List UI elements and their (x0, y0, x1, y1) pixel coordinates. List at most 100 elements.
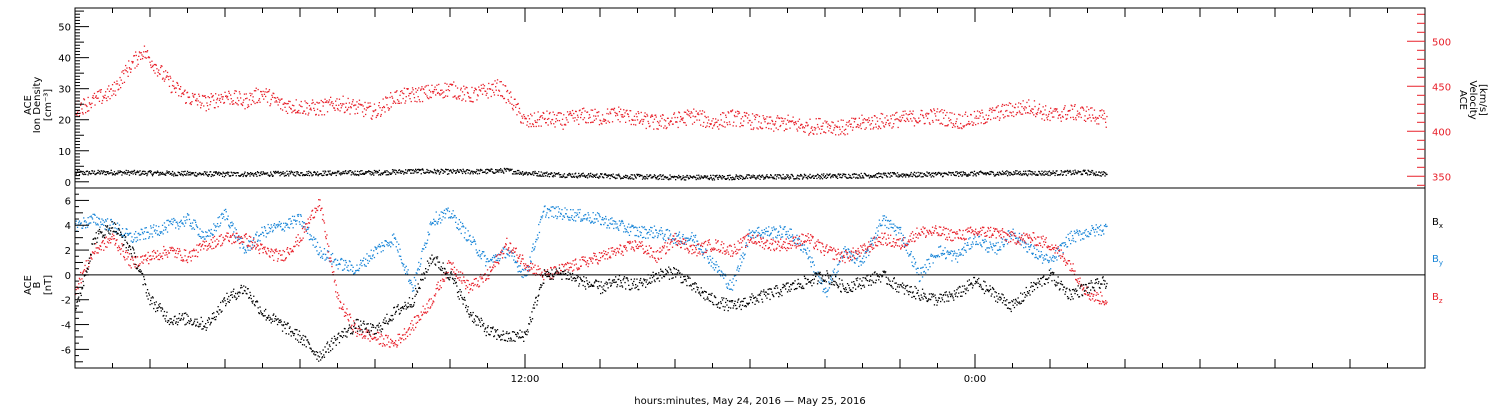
by-point (987, 247, 989, 249)
by-point (196, 225, 198, 227)
by-point (148, 237, 150, 239)
density-point (373, 174, 375, 176)
density-point (912, 173, 914, 175)
by-point (144, 227, 146, 229)
velocity-point (1097, 117, 1099, 119)
by-point (1010, 233, 1012, 236)
velocity-point (753, 127, 755, 129)
velocity-point (288, 100, 290, 102)
velocity-point (643, 118, 645, 121)
velocity-point (166, 71, 169, 74)
by-point (945, 258, 947, 260)
by-point (614, 223, 616, 225)
velocity-point (558, 120, 561, 122)
velocity-point (821, 125, 824, 127)
velocity-point (425, 85, 427, 87)
density-point (829, 173, 831, 175)
by-point (714, 264, 716, 266)
velocity-point (1049, 119, 1051, 122)
density-point (306, 174, 309, 176)
density-point (1043, 174, 1046, 176)
by-point (666, 228, 669, 231)
velocity-point (743, 111, 746, 114)
by-point (762, 236, 764, 238)
density-point (453, 170, 455, 172)
by-point (610, 218, 612, 220)
density-point (624, 176, 626, 178)
density-point (661, 175, 664, 177)
velocity-point (336, 107, 339, 110)
by-point (600, 224, 602, 226)
by-point (915, 268, 917, 270)
velocity-point (901, 114, 903, 117)
density-point (139, 170, 141, 172)
velocity-point (838, 134, 840, 136)
velocity-point (309, 108, 311, 110)
density-point (476, 173, 479, 175)
density-point (938, 171, 940, 174)
density-point (179, 173, 181, 175)
velocity-point (483, 87, 485, 89)
velocity-point (280, 108, 282, 110)
density-point (132, 173, 134, 175)
density-point (142, 173, 144, 175)
density-point (423, 171, 425, 174)
bz-point (83, 270, 85, 272)
density-point (972, 175, 974, 177)
by-point (343, 259, 345, 262)
velocity-point (850, 123, 852, 125)
density-point (703, 175, 706, 177)
velocity-point (416, 101, 418, 103)
by-point (866, 248, 869, 250)
velocity-point (411, 91, 413, 93)
velocity-point (548, 117, 550, 120)
density-point (107, 171, 109, 173)
by-point (615, 221, 617, 223)
velocity-point (1014, 107, 1016, 109)
velocity-point (324, 98, 326, 100)
density-point (292, 173, 294, 175)
density-point (617, 174, 619, 177)
velocity-point (460, 89, 462, 91)
density-point (534, 170, 536, 173)
density-point (975, 175, 977, 177)
density-point (85, 170, 87, 173)
density-point (566, 174, 569, 176)
velocity-point (536, 121, 538, 124)
by-point (231, 221, 233, 223)
velocity-point (1011, 105, 1014, 107)
by-point (360, 262, 362, 264)
velocity-point (516, 103, 519, 105)
by-point (634, 234, 636, 237)
velocity-point (853, 117, 855, 120)
by-point (376, 252, 379, 255)
by-point (718, 266, 720, 268)
density-point (110, 172, 112, 174)
by-point (502, 247, 504, 249)
velocity-point (1072, 116, 1074, 118)
by-point (629, 226, 631, 229)
density-point (178, 172, 181, 174)
velocity-point (465, 86, 467, 88)
by-point (109, 224, 111, 226)
density-point (950, 172, 952, 174)
velocity-point (1010, 103, 1012, 105)
by-point (578, 216, 580, 218)
density-point (705, 175, 707, 177)
by-point (117, 229, 119, 231)
velocity-point (923, 123, 925, 125)
by-point (731, 289, 734, 291)
density-point (165, 174, 167, 176)
by-point (116, 222, 119, 224)
velocity-point (941, 123, 944, 125)
by-point (315, 245, 317, 248)
density-point (371, 173, 374, 175)
by-point (1049, 256, 1051, 258)
velocity-point (695, 115, 697, 118)
by-point (417, 267, 419, 270)
density-point (913, 171, 916, 173)
velocity-point (820, 132, 822, 135)
density-point (119, 170, 121, 172)
velocity-point (676, 121, 678, 123)
velocity-point (778, 117, 781, 120)
